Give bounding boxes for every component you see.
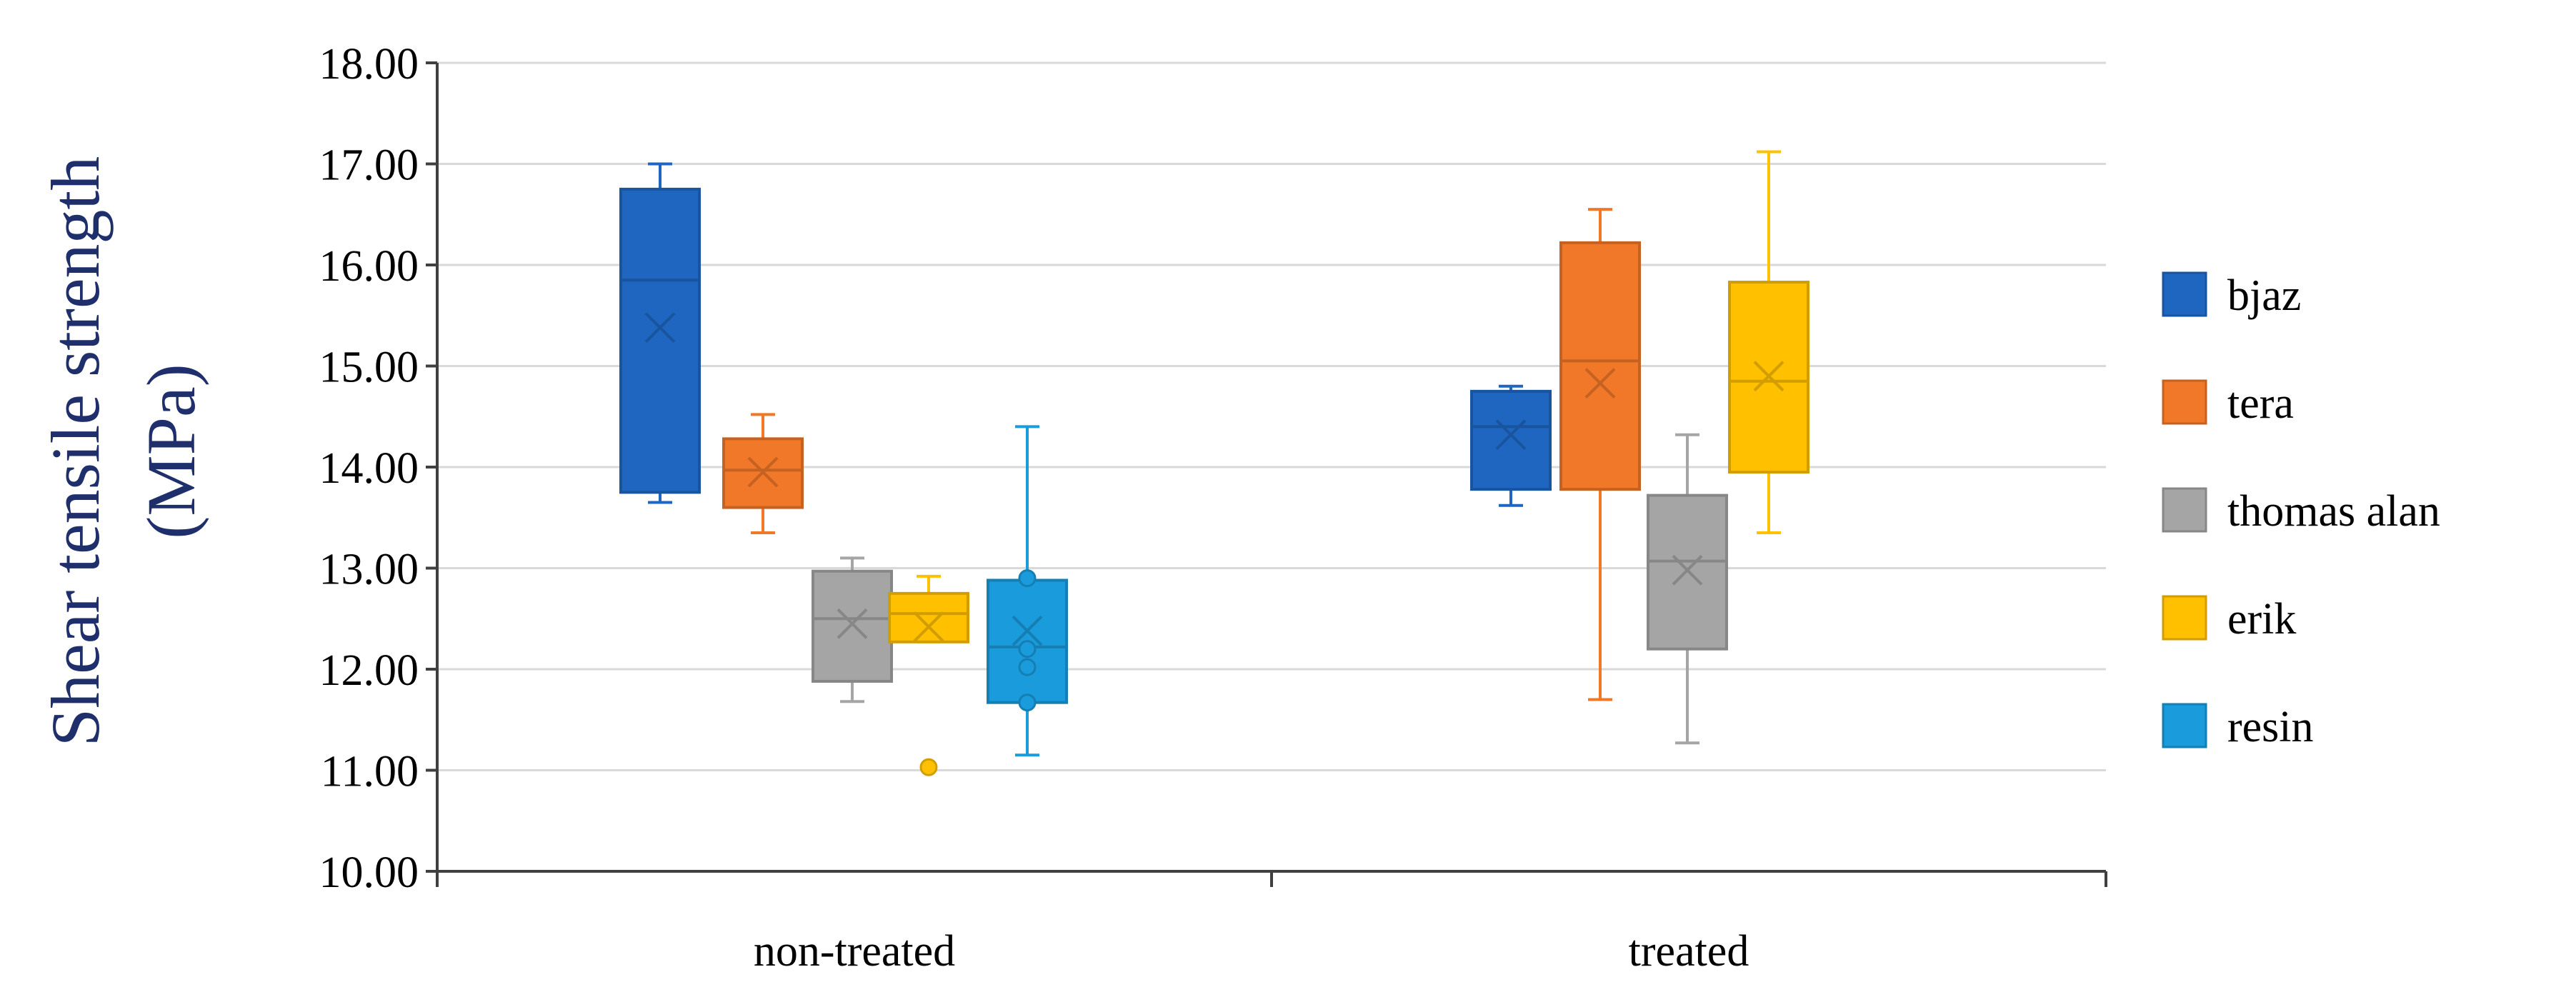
y-axis-label-line1: Shear tensile strength	[37, 156, 114, 746]
legend-item-erik: erik	[2162, 595, 2296, 643]
legend-label: erik	[2227, 595, 2296, 643]
box-tera-non-treated	[722, 413, 804, 534]
legend-swatch	[2162, 487, 2207, 533]
mean-marker	[837, 608, 868, 639]
gridlines	[437, 61, 2106, 873]
legend-item-thomas-alan: thomas alan	[2162, 487, 2440, 536]
legend-item-resin: resin	[2162, 703, 2314, 751]
box-thomas-alan-treated	[1647, 433, 1728, 745]
box-bjaz-treated	[1470, 384, 1552, 507]
box-erik-non-treated	[888, 574, 969, 776]
legend-label: tera	[2227, 379, 2294, 428]
mean-marker	[1672, 554, 1703, 586]
box-iqr	[812, 569, 893, 683]
legend-item-tera: tera	[2162, 379, 2294, 428]
mean-marker	[913, 611, 944, 642]
y-axis-label-line2: (MPa)	[133, 364, 209, 538]
y-tick-label: 13.00	[319, 546, 419, 594]
legend-swatch	[2162, 703, 2207, 748]
legend-item-bjaz: bjaz	[2162, 271, 2301, 320]
mean-marker	[1012, 615, 1043, 646]
data-point	[1018, 693, 1037, 712]
legend-label: resin	[2227, 703, 2314, 751]
y-tick-label: 12.00	[319, 646, 419, 695]
legend-swatch	[2162, 595, 2207, 641]
y-tick-label: 17.00	[319, 141, 419, 190]
box-tera-treated	[1559, 208, 1641, 701]
mean-marker	[1495, 419, 1527, 451]
outlier-point	[919, 758, 938, 776]
mean-marker	[644, 312, 676, 344]
y-tick-label: 18.00	[319, 40, 419, 89]
box-iqr	[619, 187, 701, 494]
x-tick-label: treated	[1629, 927, 1749, 976]
y-tick-label: 10.00	[319, 848, 419, 897]
mean-marker	[747, 456, 779, 488]
box-iqr	[1470, 389, 1552, 491]
box-groups	[619, 150, 1809, 776]
axes	[426, 61, 2107, 887]
y-tick-label: 15.00	[319, 344, 419, 392]
mean-marker	[1753, 361, 1784, 392]
y-tick-label: 16.00	[319, 242, 419, 291]
box-iqr	[722, 437, 804, 509]
box-resin-non-treated	[987, 425, 1068, 757]
legend-swatch	[2162, 271, 2207, 317]
legend-label: thomas alan	[2227, 487, 2440, 536]
data-point	[1018, 569, 1037, 588]
box-thomas-alan-non-treated	[812, 556, 893, 703]
y-tick-label: 11.00	[321, 748, 419, 796]
box-bjaz-non-treated	[619, 162, 701, 504]
legend: bjaz tera thomas alan erik resin	[2162, 271, 2440, 751]
legend-swatch	[2162, 379, 2207, 425]
mean-marker	[1584, 368, 1616, 399]
y-tick-labels: 10.00 11.00 12.00 13.00 14.00 15.00 16.00 17.00…	[319, 40, 419, 897]
legend-label: bjaz	[2227, 271, 2301, 320]
box-erik-treated	[1728, 150, 1809, 534]
x-tick-label: non-treated	[754, 927, 955, 976]
data-point	[1018, 658, 1037, 676]
x-tick-labels: non-treated treated	[754, 927, 1749, 976]
y-tick-label: 14.00	[319, 444, 419, 493]
box-iqr	[1647, 494, 1728, 651]
box-iqr	[1559, 241, 1641, 491]
data-point	[1018, 640, 1037, 658]
box-iqr	[888, 591, 969, 643]
